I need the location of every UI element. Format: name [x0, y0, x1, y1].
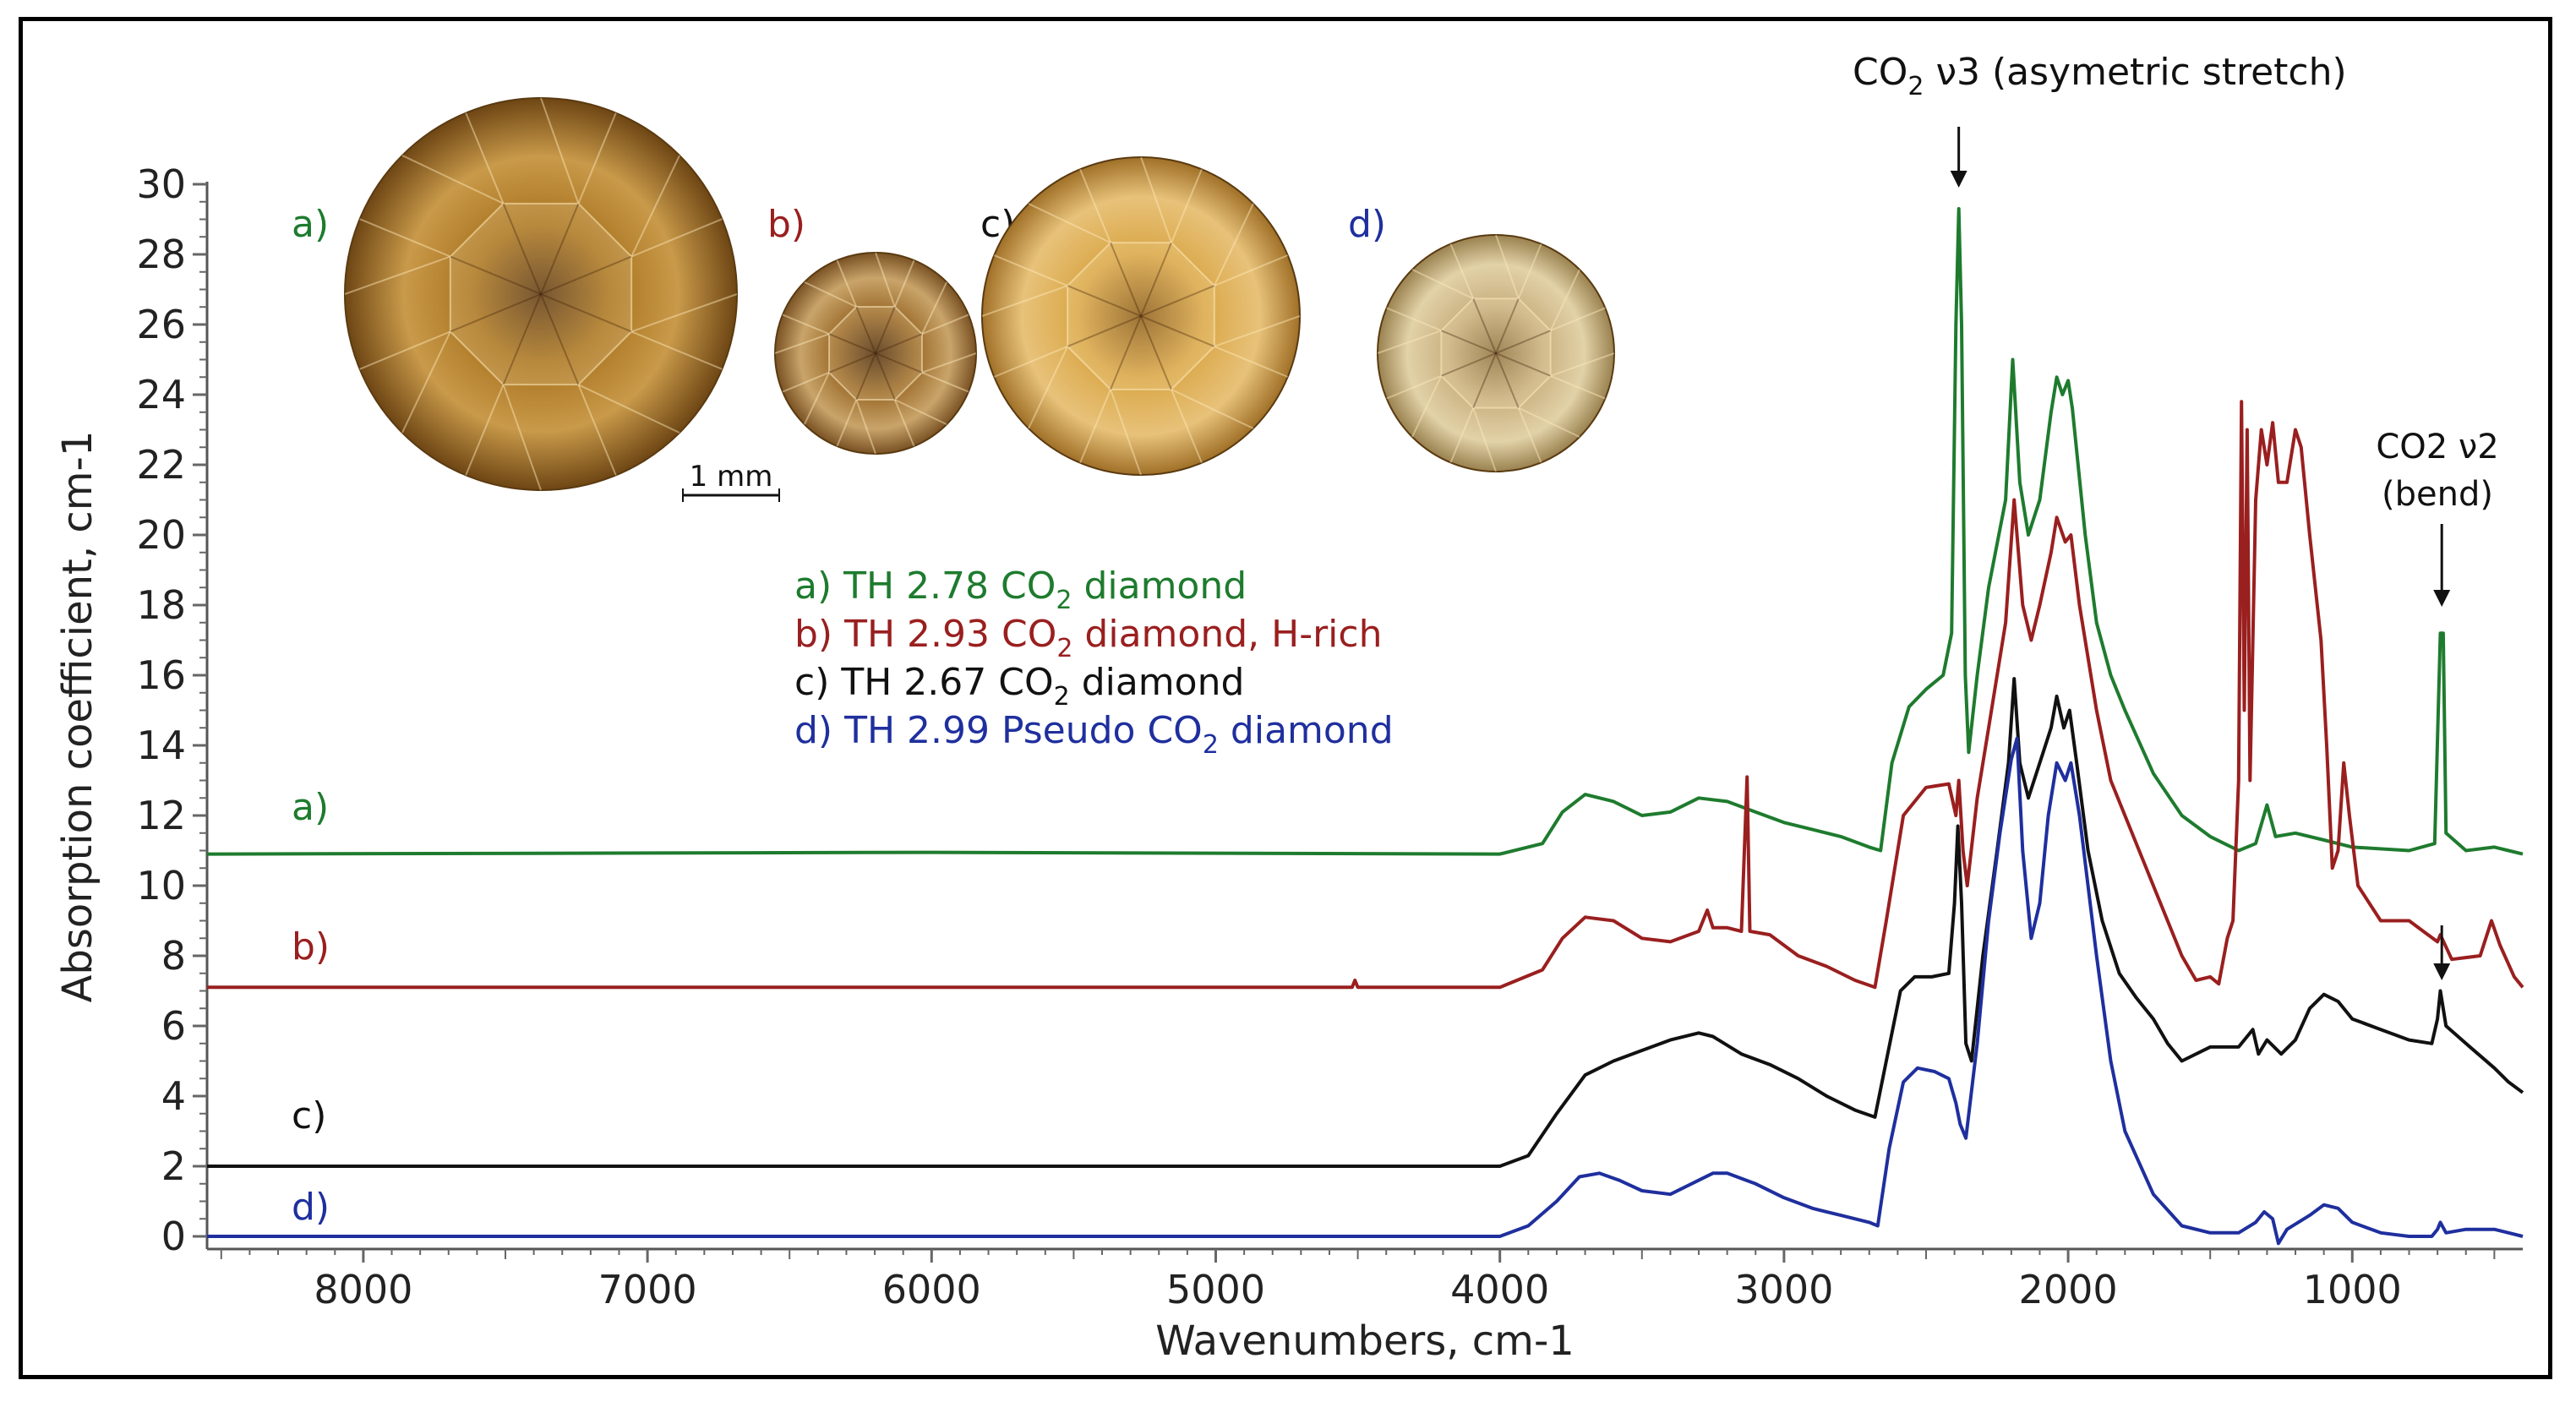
y-tick-label: 20 — [136, 512, 186, 558]
legend-entry-b: b) TH 2.93 CO2 diamond, H-rich — [794, 613, 1382, 663]
y-tick-label: 30 — [136, 161, 186, 207]
co2-v2-arrow — [2433, 524, 2451, 607]
x-tick-label: 8000 — [314, 1267, 412, 1312]
x-axis-title: Wavenumbers, cm-1 — [1155, 1317, 1575, 1365]
y-tick-label: 4 — [161, 1073, 186, 1119]
gem-label-a: a) — [292, 203, 329, 246]
series-line-a — [206, 207, 2524, 856]
x-tick-label: 1000 — [2303, 1267, 2402, 1312]
x-tick-label: 7000 — [598, 1267, 697, 1312]
curve-label-d: d) — [292, 1186, 330, 1229]
x-tick-label: 4000 — [1450, 1267, 1549, 1312]
curve-label-a: a) — [292, 786, 329, 829]
diamond-photo-c — [981, 156, 1301, 476]
diamond-photo-d — [1377, 234, 1615, 472]
x-tick-label: 6000 — [882, 1267, 981, 1312]
y-tick-label: 14 — [136, 723, 186, 768]
x-ticks: 8000 7000 6000 5000 4000 3000 2000 1000 — [220, 1249, 2496, 1312]
x-tick-label: 2000 — [2019, 1267, 2118, 1312]
series-line-c — [207, 677, 2524, 1168]
scale-bar-label: 1 mm — [690, 460, 773, 494]
figure-frame — [19, 17, 2552, 1379]
y-tick-label: 24 — [136, 372, 186, 417]
curve-label-b: b) — [292, 925, 330, 968]
y-tick-label: 18 — [136, 582, 186, 628]
series-line-d — [207, 736, 2524, 1246]
diamond-photo-a — [344, 97, 738, 491]
co2-v3-arrow — [1950, 127, 1967, 188]
y-tick-label: 26 — [136, 302, 186, 347]
annotations: CO2 ν3 (asymetric stretch) CO2 ν2 (bend) — [1853, 51, 2499, 980]
y-tick-label: 28 — [136, 232, 186, 277]
co2-v2-arrow-trace-c — [2433, 925, 2451, 980]
gem-label-b: b) — [767, 203, 805, 246]
y-tick-label: 2 — [161, 1143, 186, 1189]
y-tick-label: 22 — [136, 442, 186, 488]
y-tick-label: 8 — [161, 933, 186, 979]
x-tick-label: 3000 — [1734, 1267, 1833, 1312]
diamond-photos: a) b) c) d) 1 mm — [292, 97, 1615, 502]
curve-label-c: c) — [292, 1094, 326, 1137]
gem-label-d: d) — [1348, 203, 1386, 246]
co2-v3-annotation: CO2 ν3 (asymetric stretch) — [1853, 51, 2347, 101]
y-tick-label: 10 — [136, 863, 186, 908]
x-tick-label: 5000 — [1166, 1267, 1265, 1312]
series-line-b — [207, 400, 2524, 990]
y-tick-label: 0 — [161, 1214, 186, 1259]
legend-entry-a: a) TH 2.78 CO2 diamond — [794, 565, 1247, 615]
spectra-series — [206, 207, 2524, 1246]
legend-entry-c: c) TH 2.67 CO2 diamond — [794, 661, 1244, 712]
y-tick-label: 12 — [136, 793, 186, 838]
diamond-photo-b — [774, 252, 977, 455]
y-tick-label: 6 — [161, 1003, 186, 1049]
co2-v2-annotation-line1: CO2 ν2 — [2376, 428, 2498, 466]
legend-entry-d: d) TH 2.99 Pseudo CO2 diamond — [794, 709, 1394, 760]
y-tick-label: 16 — [136, 652, 186, 698]
y-axis-title: Absorption coefficient, cm-1 — [54, 431, 101, 1003]
co2-v2-annotation-line2: (bend) — [2382, 475, 2493, 514]
